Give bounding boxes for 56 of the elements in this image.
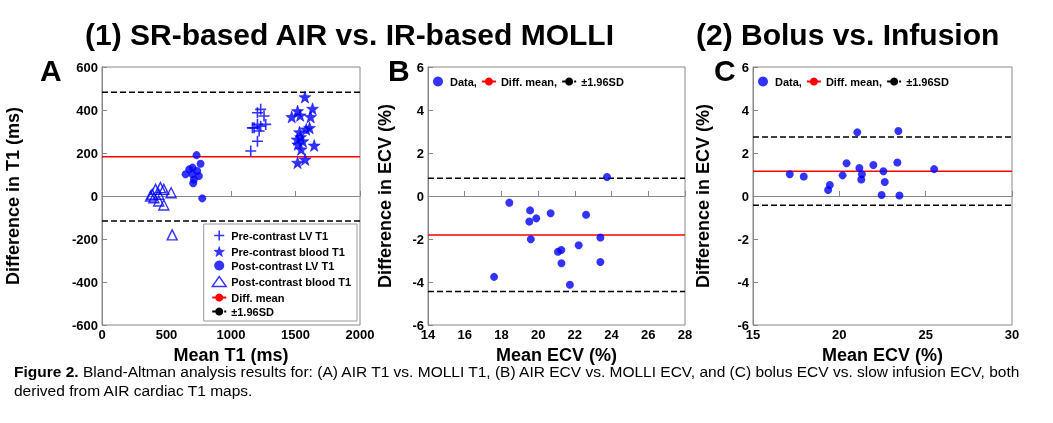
y-tick-label: 600	[76, 59, 98, 75]
text: A	[40, 54, 62, 88]
y-tick-label: -4	[737, 274, 750, 290]
y-tick-label: -400	[71, 274, 98, 290]
y-tick-label: 6	[416, 59, 424, 75]
y-tick-label: 0	[416, 188, 424, 204]
y-tick-label: 6	[741, 59, 749, 75]
legend-label: Pre-contrast LV T1	[231, 229, 329, 242]
y-tick-label: 4	[741, 102, 750, 118]
y-tick-label: 200	[76, 145, 98, 161]
text: C	[714, 54, 736, 88]
y-axis-title: Difference in ECV (%)	[375, 103, 395, 289]
x-axis-title: Mean ECV (%)	[821, 344, 944, 365]
text: B	[388, 54, 410, 88]
legend-label: Post-contrast LV T1	[231, 259, 335, 272]
y-tick-label: -600	[71, 317, 98, 333]
legend-label: Data,	[775, 75, 802, 88]
x-tick-label: 20	[832, 327, 847, 342]
y-tick-label: 0	[741, 188, 749, 204]
x-tick-label: 30	[1004, 327, 1020, 342]
x-tick-label: 1000	[216, 327, 246, 342]
legend-label: Pre-contrast blood T1	[231, 245, 345, 258]
y-tick-label: 0	[90, 188, 98, 204]
y-tick-label: -2	[737, 231, 749, 247]
legend-label: ±1.96SD	[906, 75, 949, 88]
legend-label: Data,	[450, 75, 477, 88]
y-tick-label: -2	[412, 231, 424, 247]
x-tick-label: 28	[677, 327, 693, 342]
y-tick-label: 2	[741, 145, 749, 161]
chart-title: (1) SR-based AIR vs. IR-based MOLLI	[85, 18, 614, 52]
x-tick-label: 500	[155, 327, 178, 342]
x-tick-label: 24	[604, 327, 620, 342]
x-tick-label: 20	[530, 327, 546, 342]
legend-label: Diff. mean	[231, 291, 285, 304]
x-axis-title: Mean ECV (%)	[495, 344, 618, 365]
x-tick-label: 18	[494, 327, 509, 342]
x-tick-label: 22	[567, 327, 583, 342]
y-axis-title: Difference in T1 (ms)	[3, 106, 23, 286]
x-tick-label: 16	[457, 327, 472, 342]
legend-label: ±1.96SD	[231, 305, 274, 318]
legend-label: Post-contrast blood T1	[231, 275, 351, 288]
legend-label: Diff. mean,	[825, 75, 883, 88]
y-axis-title: Difference in ECV (%)	[693, 103, 713, 289]
x-tick-label: 1500	[281, 327, 310, 342]
y-tick-label: 400	[76, 102, 98, 118]
x-axis-title: Mean T1 (ms)	[173, 344, 289, 365]
y-tick-label: 2	[416, 145, 424, 161]
legend-label: Diff. mean,	[500, 75, 558, 88]
y-tick-label: -200	[71, 231, 98, 247]
x-tick-label: 2000	[345, 327, 375, 342]
x-tick-label: 26	[641, 327, 656, 342]
chart-title: (2) Bolus vs. Infusion	[696, 18, 1000, 52]
legend-label: ±1.96SD	[581, 75, 624, 88]
x-tick-label: 25	[918, 327, 933, 342]
y-tick-label: -4	[412, 274, 425, 290]
y-tick-label: 4	[416, 102, 425, 118]
